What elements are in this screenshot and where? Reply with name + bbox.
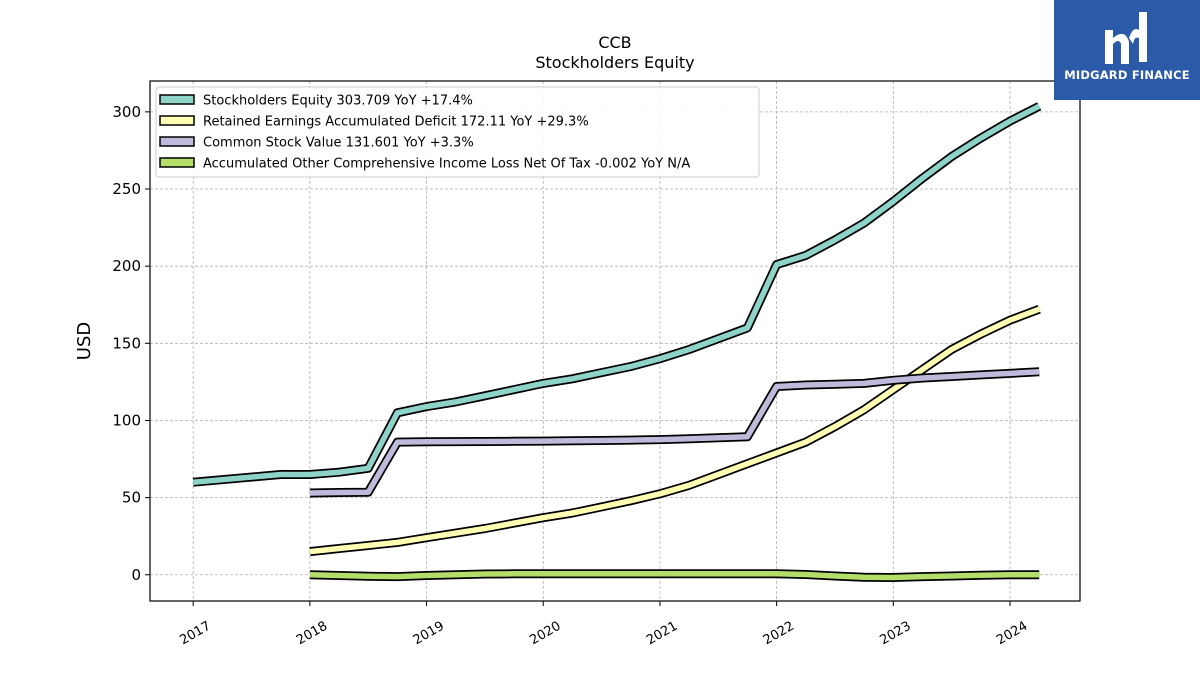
- x-tick-label: 2021: [644, 619, 680, 649]
- legend-swatch: [159, 115, 195, 126]
- legend-label: Stockholders Equity 303.709 YoY +17.4%: [203, 94, 473, 109]
- y-tick-label: 150: [112, 334, 141, 352]
- x-tick-label: 2017: [177, 619, 213, 649]
- legend-swatch: [159, 157, 195, 168]
- series-line: [309, 570, 1040, 581]
- y-tick-label: 200: [112, 257, 141, 275]
- x-tick-label: 2024: [994, 619, 1030, 649]
- legend-label: Retained Earnings Accumulated Deficit 17…: [203, 115, 589, 130]
- chart-subtitle: Stockholders Equity: [535, 53, 694, 72]
- legend: Stockholders Equity 303.709 YoY +17.4% Re…: [155, 86, 760, 178]
- x-tick-label: 2019: [411, 619, 447, 649]
- legend-label: Common Stock Value 131.601 YoY +3.3%: [203, 136, 474, 151]
- y-tick-label: 100: [112, 411, 141, 429]
- chart-title: CCB: [598, 33, 631, 52]
- legend-swatch: [159, 136, 195, 147]
- y-tick-label: 250: [112, 180, 141, 198]
- midgard-logo-icon: [1105, 12, 1147, 64]
- series-line-outline: [309, 367, 1040, 498]
- x-tick-label: 2022: [761, 619, 797, 649]
- series-lines: [192, 102, 1042, 582]
- x-tick-label: 2018: [294, 619, 330, 649]
- x-axis-ticks: 2017 2018 2019 2020 2021 2022 2023 2024: [177, 601, 1030, 648]
- series-line: [192, 103, 1041, 485]
- x-tick-label: 2023: [877, 619, 913, 649]
- legend-box: [155, 86, 760, 178]
- series-line: [309, 306, 1041, 555]
- plot-frame: [149, 80, 1081, 602]
- y-axis-label: USD: [74, 322, 95, 360]
- y-tick-label: 0: [131, 566, 141, 584]
- y-tick-label: 50: [122, 489, 141, 507]
- brand-logo: MIDGARD FINANCE: [1054, 0, 1200, 100]
- y-axis-ticks: 0 50 100 150 200 250 300: [112, 103, 150, 584]
- legend-label: Accumulated Other Comprehensive Income L…: [203, 157, 690, 172]
- legend-swatch: [159, 94, 195, 105]
- brand-name: MIDGARD FINANCE: [1064, 68, 1190, 82]
- x-tick-label: 2020: [527, 619, 563, 649]
- series-line-outline: [309, 304, 1041, 557]
- series-line: [309, 368, 1040, 496]
- y-tick-label: 300: [112, 103, 141, 121]
